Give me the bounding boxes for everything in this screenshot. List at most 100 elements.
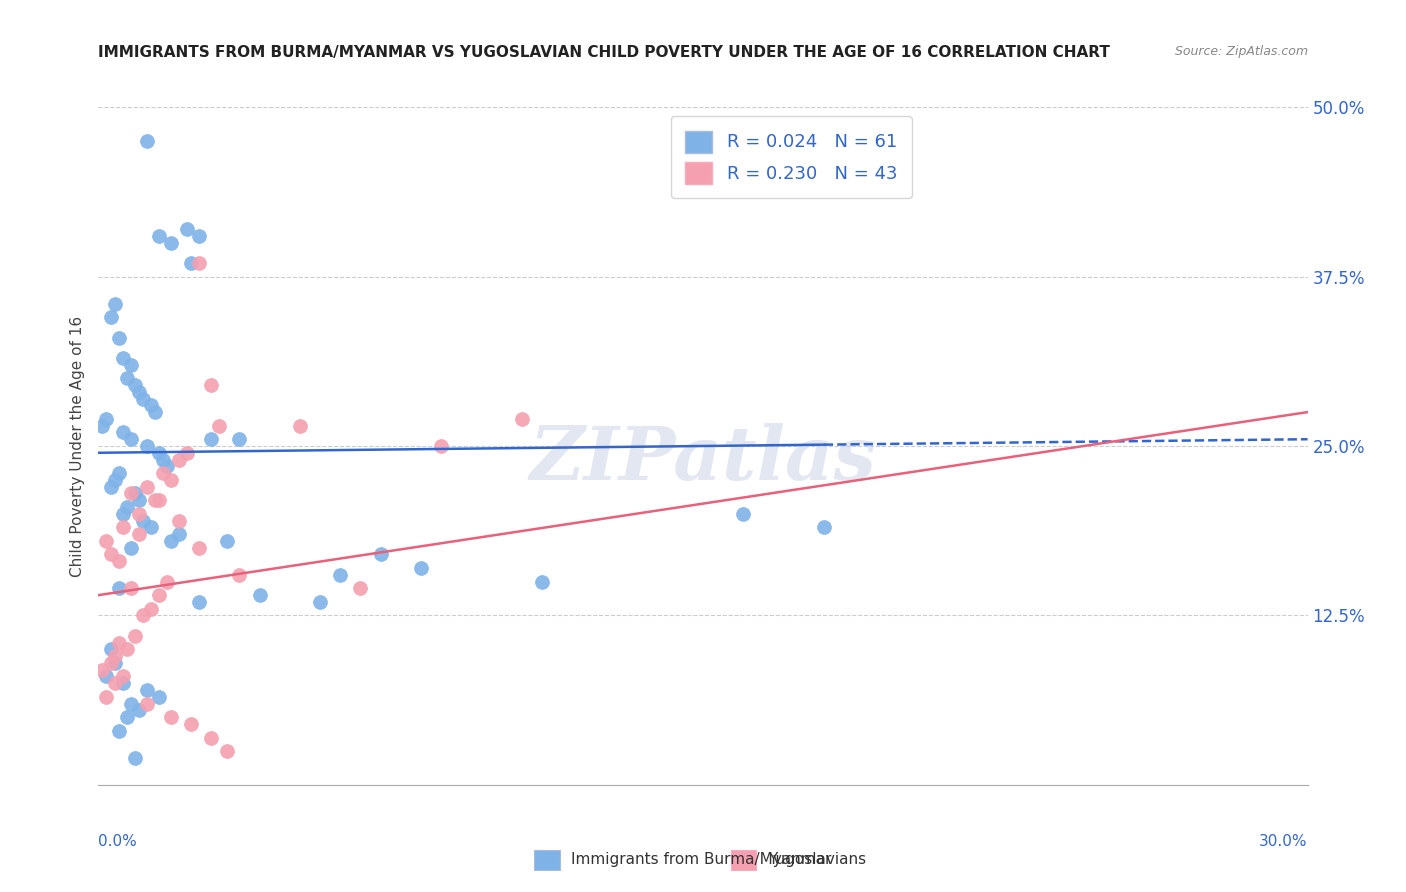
Point (107, 635, 129, 649)
Point (180, 717, 202, 731)
Point (103, 649, 125, 664)
Point (733, 507, 755, 521)
Point (103, 676, 125, 690)
Point (111, 669, 134, 683)
Point (91, 663, 114, 677)
Point (135, 697, 157, 711)
Point (100, 656, 122, 670)
Point (160, 710, 183, 724)
Point (156, 459, 179, 474)
Point (111, 507, 134, 521)
Point (111, 676, 134, 690)
Point (120, 541, 142, 555)
Point (139, 601, 162, 615)
Point (188, 256, 211, 270)
Point (167, 527, 190, 541)
Point (139, 520, 162, 534)
Point (120, 697, 142, 711)
Point (115, 371, 138, 385)
Point (100, 480, 122, 494)
Point (329, 567, 352, 582)
Point (107, 723, 129, 738)
Point (309, 595, 332, 609)
Text: 0.0%: 0.0% (98, 834, 138, 849)
Point (200, 432, 222, 446)
Point (120, 486, 142, 500)
Point (217, 744, 239, 758)
Point (148, 493, 170, 508)
Point (107, 582, 129, 596)
Point (148, 228, 170, 243)
Point (217, 533, 239, 548)
Point (228, 567, 250, 582)
Point (510, 412, 533, 426)
Point (160, 235, 183, 250)
Y-axis label: Child Poverty Under the Age of 16: Child Poverty Under the Age of 16 (69, 316, 84, 576)
Point (132, 608, 155, 623)
Point (188, 541, 211, 555)
Point (120, 432, 142, 446)
Point (349, 582, 371, 596)
Point (156, 574, 179, 589)
Text: Yugoslavians: Yugoslavians (768, 853, 866, 867)
Point (132, 514, 155, 528)
Point (96, 690, 118, 704)
Point (167, 452, 190, 467)
Point (100, 548, 122, 562)
Point (530, 574, 553, 589)
Point (200, 731, 222, 745)
Point (111, 520, 134, 534)
Point (176, 222, 198, 236)
Point (115, 710, 138, 724)
Point (124, 629, 146, 643)
Point (128, 493, 150, 508)
Point (128, 527, 150, 541)
Point (249, 588, 271, 602)
Point (120, 358, 142, 372)
Point (124, 751, 146, 765)
Point (143, 405, 166, 419)
Point (96, 533, 118, 548)
Point (115, 642, 138, 657)
Point (100, 642, 122, 657)
Point (228, 432, 250, 446)
Point (135, 439, 157, 453)
Point (148, 446, 170, 460)
Point (107, 330, 129, 344)
Point (160, 473, 183, 487)
Text: 30.0%: 30.0% (1260, 834, 1308, 849)
Point (813, 520, 835, 534)
Point (288, 418, 311, 433)
Point (124, 378, 146, 392)
Point (111, 425, 134, 440)
Point (132, 392, 155, 406)
Point (176, 446, 198, 460)
Point (100, 310, 122, 325)
Point (107, 466, 129, 480)
Point (135, 683, 157, 698)
Point (103, 473, 125, 487)
Point (370, 548, 392, 562)
Point (135, 134, 157, 148)
Point (124, 486, 146, 500)
Point (188, 595, 211, 609)
Point (135, 480, 157, 494)
Point (152, 466, 174, 480)
Text: IMMIGRANTS FROM BURMA/MYANMAR VS YUGOSLAVIAN CHILD POVERTY UNDER THE AGE OF 16 C: IMMIGRANTS FROM BURMA/MYANMAR VS YUGOSLA… (98, 45, 1111, 60)
Point (128, 507, 150, 521)
Point (120, 582, 142, 596)
Point (152, 452, 174, 467)
Point (103, 296, 125, 310)
Point (188, 228, 211, 243)
Point (160, 533, 183, 548)
Point (148, 588, 170, 602)
Point (96, 412, 118, 426)
Point (200, 378, 222, 392)
Point (128, 384, 150, 399)
Point (148, 690, 170, 704)
Point (91, 418, 114, 433)
Point (180, 256, 202, 270)
Point (139, 398, 162, 412)
Text: ZIPatlas: ZIPatlas (530, 424, 876, 496)
Text: Source: ZipAtlas.com: Source: ZipAtlas.com (1174, 45, 1308, 58)
